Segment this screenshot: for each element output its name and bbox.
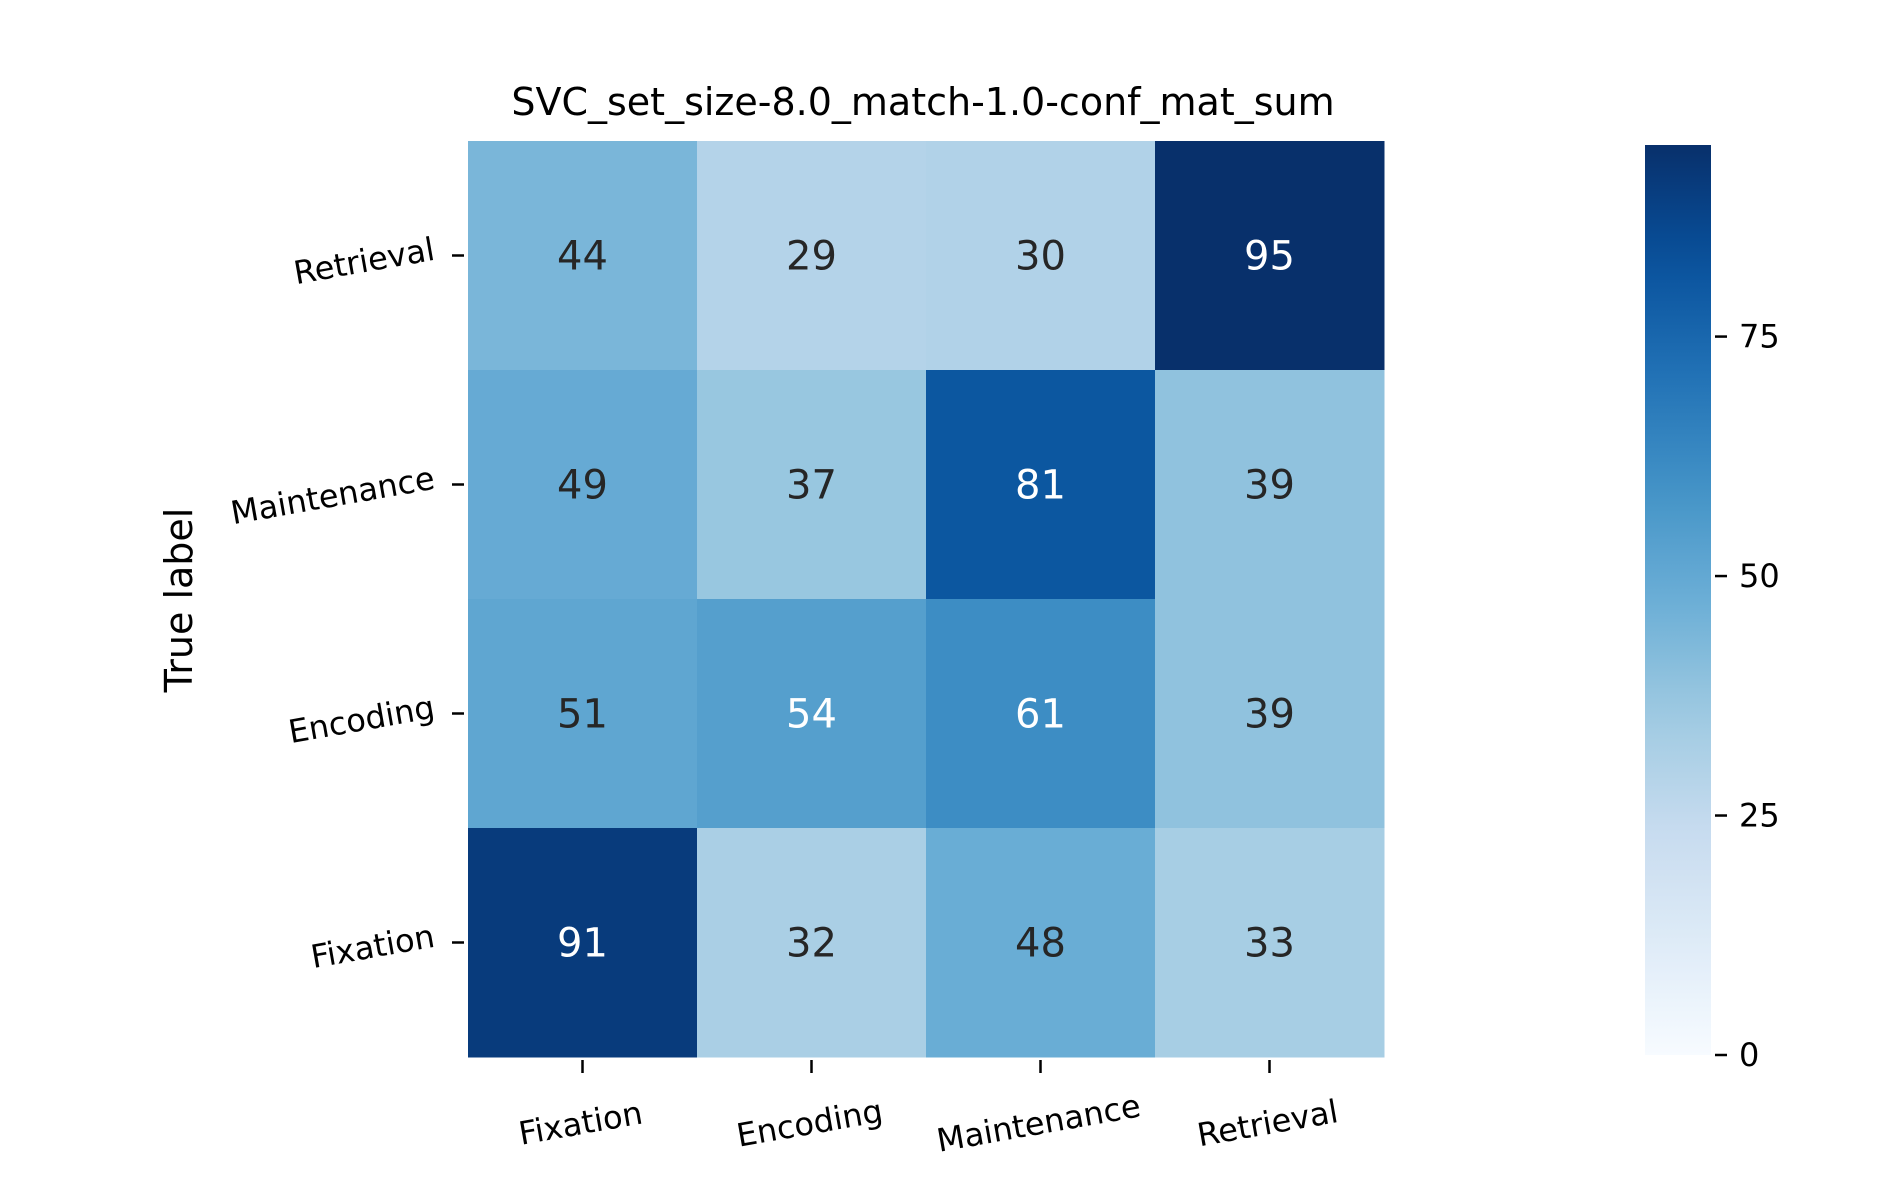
x-tick-label: Fixation bbox=[516, 1094, 646, 1153]
heatmap-cell bbox=[468, 599, 698, 829]
y-tick-label: Retrieval bbox=[291, 230, 438, 292]
cell-value-label: 33 bbox=[1244, 921, 1295, 967]
cell-value-label: 39 bbox=[1244, 692, 1295, 738]
x-tick-label: Retrieval bbox=[1194, 1092, 1341, 1154]
heatmap-cells bbox=[468, 141, 1385, 1058]
colorbar bbox=[1645, 145, 1711, 1055]
cell-value-label: 95 bbox=[1244, 234, 1295, 280]
heatmap-cell bbox=[926, 370, 1156, 600]
y-tick-label: Encoding bbox=[286, 688, 438, 751]
colorbar-ticks: 0 25 50 75 bbox=[1715, 318, 1780, 1074]
cell-value-label: 91 bbox=[557, 921, 608, 967]
heatmap-cell bbox=[1155, 141, 1385, 371]
cell-value-label: 29 bbox=[786, 234, 837, 280]
cell-value-label: 32 bbox=[786, 921, 837, 967]
y-tick-label: Fixation bbox=[308, 917, 438, 976]
cell-value-label: 61 bbox=[1015, 692, 1066, 738]
heatmap-cell bbox=[468, 141, 698, 371]
colorbar-tick-label: 75 bbox=[1739, 318, 1780, 356]
cell-value-label: 30 bbox=[1015, 234, 1066, 280]
heatmap-cell bbox=[468, 370, 698, 600]
cell-value-label: 49 bbox=[557, 463, 608, 509]
heatmap-cell bbox=[697, 599, 927, 829]
heatmap-cell bbox=[468, 828, 698, 1058]
heatmap-cell bbox=[926, 141, 1156, 371]
colorbar-tick-label: 0 bbox=[1739, 1036, 1759, 1074]
heatmap-cell bbox=[1155, 828, 1385, 1058]
cell-value-label: 39 bbox=[1244, 463, 1295, 509]
heatmap-cell bbox=[1155, 370, 1385, 600]
heatmap-cell bbox=[1155, 599, 1385, 829]
cell-value-label: 81 bbox=[1015, 463, 1066, 509]
chart-title: SVC_set_size-8.0_match-1.0-conf_mat_sum bbox=[511, 80, 1334, 124]
cell-value-label: 37 bbox=[786, 463, 837, 509]
colorbar-tick-label: 25 bbox=[1739, 797, 1780, 835]
cell-value-label: 44 bbox=[557, 234, 608, 280]
heatmap-cell bbox=[697, 828, 927, 1058]
x-axis-ticks: Fixation Encoding Maintenance Retrieval bbox=[516, 1060, 1341, 1160]
heatmap-cell bbox=[697, 141, 927, 371]
x-tick-label: Maintenance bbox=[934, 1087, 1144, 1160]
heatmap-cell bbox=[926, 828, 1156, 1058]
heatmap-cell-labels: 44 29 30 95 49 37 81 39 51 54 61 39 91 32 48 33 bbox=[557, 234, 1295, 967]
y-axis-label: True label bbox=[157, 508, 201, 694]
colorbar-tick-label: 50 bbox=[1739, 557, 1780, 595]
cell-value-label: 51 bbox=[557, 692, 608, 738]
x-tick-label: Encoding bbox=[734, 1092, 886, 1155]
cell-value-label: 54 bbox=[786, 692, 837, 738]
heatmap-cell bbox=[697, 370, 927, 600]
y-axis-ticks: Retrieval Maintenance Encoding Fixation bbox=[228, 230, 464, 976]
y-tick-label: Maintenance bbox=[228, 459, 438, 532]
cell-value-label: 48 bbox=[1015, 921, 1066, 967]
heatmap-cell bbox=[926, 599, 1156, 829]
